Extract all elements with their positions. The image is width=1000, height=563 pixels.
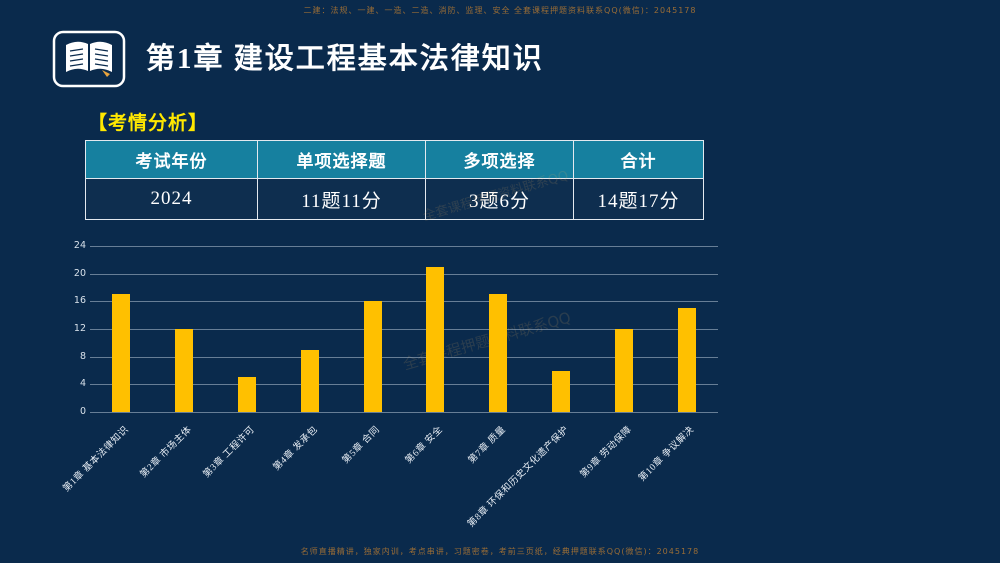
chart-x-labels: 第1章 基本法律知识 第2章 市场主体 第3章 工程许可 第4章 发承包 第5章 合同第… bbox=[62, 416, 718, 542]
y-tick-label: 8 bbox=[79, 350, 86, 362]
exam-table: 考试年份 单项选择题 多项选择 合计 2024 11题11分 3题6分 14题17分 bbox=[85, 140, 704, 220]
table-cell: 14题17分 bbox=[573, 178, 704, 220]
bar-1 bbox=[112, 294, 131, 412]
table-cell: 2024 bbox=[85, 178, 258, 220]
table-header-cell: 单项选择题 bbox=[257, 140, 426, 179]
bar-7 bbox=[489, 294, 508, 412]
section-label: 【考情分析】 bbox=[88, 113, 209, 134]
x-tick-label: 第4章 发承包 bbox=[271, 424, 320, 474]
x-tick-label: 第7章 质量 bbox=[466, 424, 509, 466]
bar-4 bbox=[300, 349, 319, 412]
watermark-bottom: 名师直播精讲，独家内训，考点串讲，习题密卷，考前三页纸，经典押题联系QQ(微信)… bbox=[300, 547, 700, 556]
x-tick-label: 第3章 工程许可 bbox=[201, 424, 257, 481]
x-tick-label: 第10章 争议解决 bbox=[637, 424, 697, 484]
table-header-cell: 合计 bbox=[573, 140, 704, 179]
bar-5 bbox=[363, 301, 382, 412]
bar-6 bbox=[426, 266, 445, 412]
gridline bbox=[90, 356, 718, 358]
y-tick-label: 20 bbox=[73, 267, 86, 279]
gridline bbox=[90, 273, 718, 275]
bar-2 bbox=[175, 329, 194, 412]
table-header-cell: 多项选择 bbox=[425, 140, 574, 179]
x-tick-label: 第6章 安全 bbox=[404, 424, 446, 466]
bar-3 bbox=[238, 377, 256, 412]
y-tick-label: 12 bbox=[73, 323, 86, 334]
x-tick-label: 第1章 基本法律知识 bbox=[61, 424, 132, 495]
table-body: 2024 11题11分 3题6分 14题17分 bbox=[85, 178, 704, 220]
bar-10 bbox=[677, 308, 696, 412]
table-header-row: 考试年份 单项选择题 多项选择 合计 bbox=[85, 140, 704, 179]
y-tick-label: 0 bbox=[79, 406, 86, 417]
gridline bbox=[90, 412, 718, 413]
chart-plot-area: 0 4 8 12 16 20 24 bbox=[74, 240, 718, 417]
page-title: 第1章 建设工程基本法律知识 bbox=[146, 43, 544, 75]
table-header-cell: 考试年份 bbox=[85, 140, 258, 179]
gridline bbox=[90, 329, 718, 330]
gridline bbox=[90, 246, 718, 247]
x-tick-label: 第8章 环保和历史文化遗产保护 bbox=[466, 424, 571, 530]
y-tick-label: 24 bbox=[73, 240, 86, 251]
table-cell: 3题6分 bbox=[425, 178, 574, 220]
table-cell: 11题11分 bbox=[257, 178, 426, 220]
bar-chart: 0 4 8 12 16 20 24 第1章 基本法律知识 第2章 市场主体 第3章 工程许可 第4… bbox=[58, 240, 728, 546]
gridline bbox=[90, 301, 718, 303]
y-tick-label: 4 bbox=[79, 378, 86, 390]
watermark-top: 二建：法规、一建、一造、二造、消防、监理、安全 全套课程押题资料联系QQ(微信)… bbox=[303, 6, 697, 15]
y-tick-label: 16 bbox=[73, 295, 86, 307]
book-icon-svg bbox=[52, 30, 126, 88]
bar-9 bbox=[614, 329, 633, 412]
gridline bbox=[90, 384, 718, 386]
book-icon bbox=[52, 30, 126, 88]
bar-8 bbox=[552, 370, 570, 412]
table-row: 2024 11题11分 3题6分 14题17分 bbox=[85, 178, 704, 220]
x-tick-label: 第9章 劳动保障 bbox=[578, 424, 634, 481]
x-tick-label: 第5章 合同 bbox=[341, 424, 383, 466]
x-tick-label: 第2章 市场主体 bbox=[138, 424, 195, 481]
chapter-header: 第1章 建设工程基本法律知识 bbox=[52, 30, 544, 88]
